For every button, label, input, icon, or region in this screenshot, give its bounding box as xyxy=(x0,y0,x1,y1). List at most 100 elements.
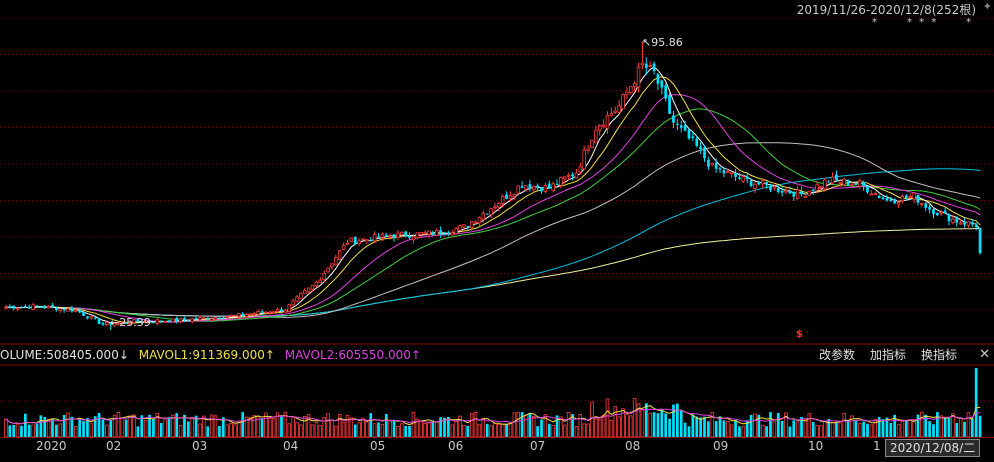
candle-body xyxy=(39,306,43,308)
candle-body xyxy=(431,231,435,236)
candle-body xyxy=(443,234,446,236)
volume-bar xyxy=(213,415,218,438)
volume-bar xyxy=(672,404,675,437)
candle-body xyxy=(636,66,641,88)
candle-body xyxy=(12,305,16,309)
volume-bar xyxy=(190,416,194,438)
volume-bar xyxy=(524,415,528,438)
volume-bar xyxy=(306,414,311,438)
volume-bar xyxy=(55,424,58,437)
switch-indicator-button[interactable]: 换指标 xyxy=(921,348,958,362)
volume-bar xyxy=(854,420,858,437)
candle-body xyxy=(854,183,858,185)
candle-body xyxy=(668,95,671,114)
volume-bar xyxy=(540,419,543,437)
candle-body xyxy=(8,306,12,308)
dividend-marker[interactable]: $ xyxy=(796,329,803,340)
candle-body xyxy=(850,184,854,186)
modify-params-button[interactable]: 改参数 xyxy=(819,348,856,362)
candle-body xyxy=(601,124,606,128)
volume-bar xyxy=(82,421,85,437)
volume-bar xyxy=(171,414,175,438)
candle-body xyxy=(970,222,974,225)
volume-bar xyxy=(877,416,881,437)
x-tick-label: 02 xyxy=(106,439,122,453)
volume-bar xyxy=(807,413,812,438)
volume-bar xyxy=(206,426,210,437)
volume-bar xyxy=(124,419,128,437)
volume-bar xyxy=(605,398,610,438)
candle-body xyxy=(745,176,749,180)
volume-bar xyxy=(555,415,559,437)
x-tick-label: 08 xyxy=(625,439,641,453)
volume-bar xyxy=(974,368,978,437)
candle-body xyxy=(384,234,388,236)
candle-body xyxy=(341,244,346,250)
volume-bar xyxy=(186,421,190,437)
volume-bar xyxy=(58,423,63,438)
event-marker-icon[interactable]: * xyxy=(872,17,879,28)
volume-bar xyxy=(466,425,470,437)
candle-body xyxy=(218,317,221,319)
volume-bar xyxy=(404,426,408,437)
volume-bar xyxy=(221,417,225,437)
candle-body xyxy=(896,202,901,205)
volume-bar xyxy=(299,424,303,438)
x-tick-label: 05 xyxy=(370,439,386,453)
volume-bar xyxy=(155,413,160,438)
candle-body xyxy=(237,313,241,317)
volume-bar xyxy=(966,412,971,438)
volume-bar xyxy=(703,416,706,437)
candle-body xyxy=(955,218,959,223)
candle-body xyxy=(132,319,136,323)
candle-body xyxy=(241,313,245,316)
volume-bar xyxy=(590,401,594,438)
candle-body xyxy=(280,309,283,312)
candle-body xyxy=(757,181,761,185)
volume-bar xyxy=(337,414,342,438)
volume-bar xyxy=(419,420,423,438)
volume-bar xyxy=(233,424,237,438)
candle-body xyxy=(116,322,121,325)
volume-bar xyxy=(559,416,563,438)
volume-bar xyxy=(857,422,862,438)
volume-bar xyxy=(450,424,455,438)
candle-body xyxy=(365,239,369,242)
candle-body xyxy=(462,224,466,228)
candle-body xyxy=(62,309,66,311)
event-marker-group-icon[interactable]: * * * xyxy=(907,17,939,28)
volume-bar xyxy=(369,413,373,437)
add-indicator-button[interactable]: 加指标 xyxy=(870,348,907,362)
volume-bar xyxy=(248,417,253,438)
volume-bar xyxy=(330,419,334,438)
event-marker-icon[interactable]: * xyxy=(966,17,973,28)
candle-body xyxy=(769,186,772,191)
candle-body xyxy=(105,321,109,325)
volume-bar xyxy=(753,413,757,438)
volume-bar xyxy=(318,425,323,438)
volume-bar xyxy=(148,414,151,437)
mavol1-line xyxy=(5,405,981,426)
candle-body xyxy=(632,83,637,87)
candle-body xyxy=(784,190,788,193)
candle-body xyxy=(46,305,51,309)
candle-body xyxy=(800,191,803,195)
volume-bar xyxy=(508,422,513,438)
candle-body xyxy=(229,314,233,317)
date-range-label: 2019/11/26-2020/12/8(252根) xyxy=(796,3,976,17)
volume-bar xyxy=(920,411,924,438)
volume-bar xyxy=(516,412,520,438)
candle-body xyxy=(866,186,869,193)
candle-body xyxy=(703,147,706,159)
volume-bar xyxy=(784,412,788,438)
pin-icon[interactable]: ✦ xyxy=(982,0,992,13)
close-icon[interactable]: ✕ xyxy=(979,347,990,362)
candle-body xyxy=(629,86,633,94)
candle-body xyxy=(260,311,264,313)
volume-bar xyxy=(881,419,885,437)
candle-body xyxy=(194,318,198,320)
volume-bar xyxy=(757,414,761,437)
candle-body xyxy=(936,212,939,216)
volume-bar xyxy=(955,422,959,437)
